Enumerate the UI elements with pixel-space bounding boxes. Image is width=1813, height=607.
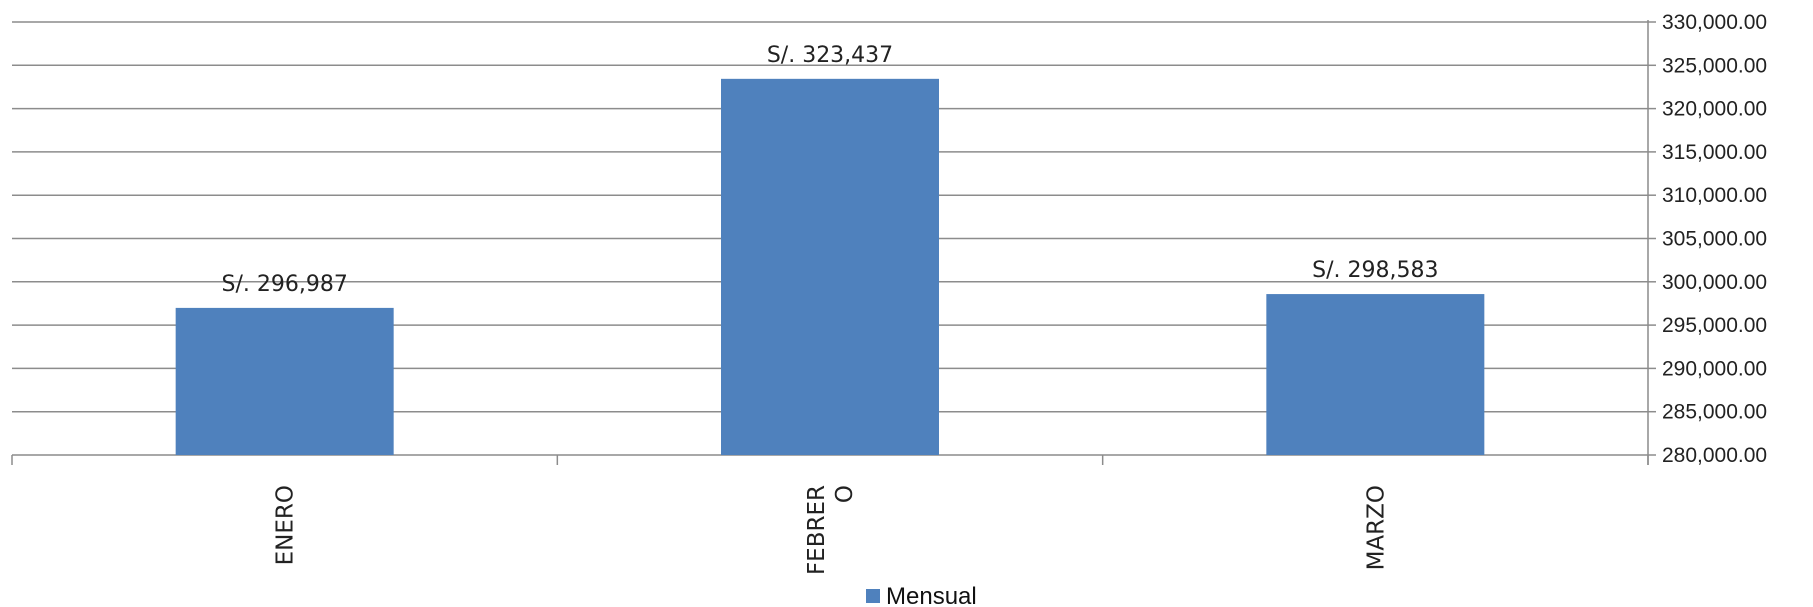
y-tick-label: 320,000.00 [1662, 98, 1767, 121]
category-label-enero: ENERO [273, 485, 299, 565]
bar-enero [175, 307, 394, 455]
y-tick-label: 285,000.00 [1662, 401, 1767, 424]
y-tick-label: 325,000.00 [1662, 54, 1767, 77]
y-tick-label: 330,000.00 [1662, 11, 1767, 34]
category-label-line: MARZO [1363, 485, 1389, 570]
category-label-febrero: FEBRER O [804, 485, 858, 575]
y-tick-label: 310,000.00 [1662, 184, 1767, 207]
legend-swatch-mensual [866, 589, 880, 603]
legend-label-mensual: Mensual [886, 583, 977, 607]
y-tick-label: 280,000.00 [1662, 444, 1767, 467]
category-label-line: O [832, 485, 858, 503]
category-label-line: FEBRER [804, 485, 830, 575]
bars [175, 78, 1485, 456]
bar-marzo [1266, 294, 1485, 455]
y-tick-label: 315,000.00 [1662, 141, 1767, 164]
axes [11, 20, 1656, 465]
y-tick-label: 290,000.00 [1662, 357, 1767, 380]
bar-febrero [721, 78, 939, 456]
data-label: S/. 323,437 [767, 43, 893, 68]
y-tick-label: 300,000.00 [1662, 271, 1767, 294]
category-label-marzo: MARZO [1363, 485, 1389, 570]
data-label: S/. 298,583 [1312, 258, 1438, 283]
data-label: S/. 296,987 [221, 272, 347, 297]
category-label-line: ENERO [273, 485, 299, 565]
y-tick-label: 305,000.00 [1662, 228, 1767, 251]
labels: 280,000.00 285,000.00 290,000.00 295,000.00… [221, 11, 1767, 575]
legend: Mensual [866, 583, 977, 607]
y-tick-label: 295,000.00 [1662, 314, 1767, 337]
